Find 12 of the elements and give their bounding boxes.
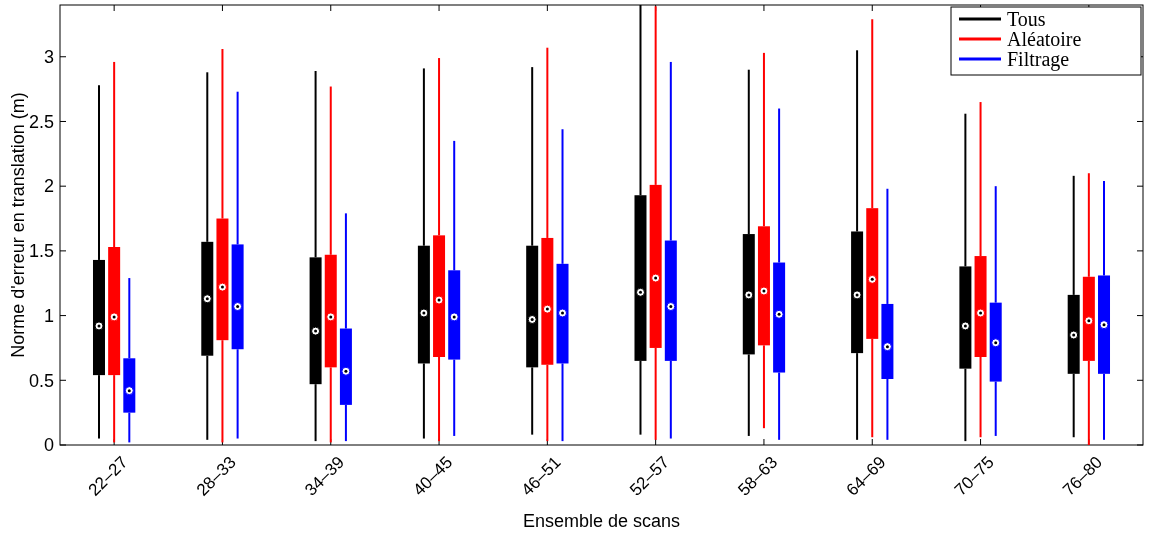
legend-label: Filtrage [1007,48,1070,71]
y-tick-label: 0.5 [28,370,54,391]
x-axis-title: Ensemble de scans [522,511,681,531]
y-tick-label: 1.5 [28,241,54,262]
legend-label: Aléatoire [1007,28,1082,50]
y-axis-title: Norme d'erreur en translation (m) [8,92,29,358]
y-tick-label: 3 [43,47,54,68]
legend-label: Tous [1007,8,1046,30]
y-tick-label: 2.5 [28,111,54,132]
y-tick-label: 1 [43,305,54,326]
y-tick-label: 2 [43,176,54,197]
y-tick-label: 0 [43,435,54,456]
